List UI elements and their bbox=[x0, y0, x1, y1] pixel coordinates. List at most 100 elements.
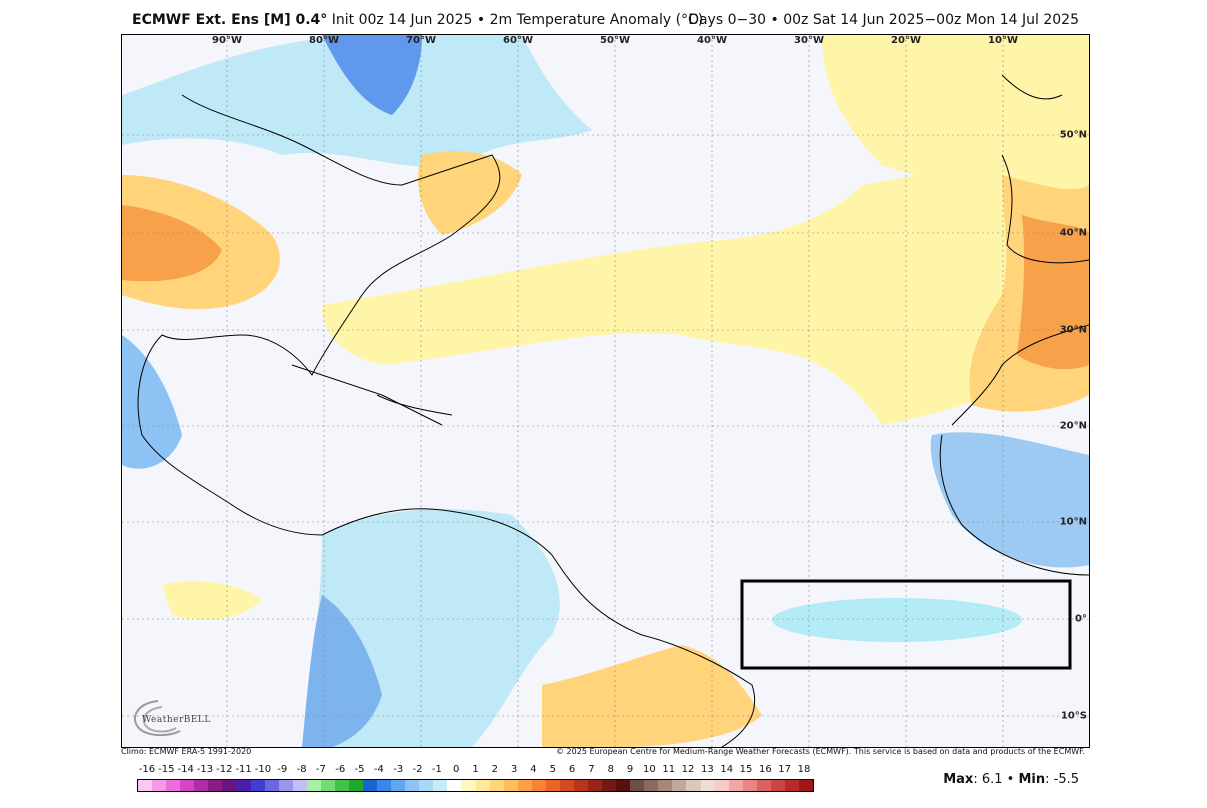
colorbar-tick-label: 14 bbox=[720, 764, 734, 775]
colorbar-swatch bbox=[602, 780, 617, 791]
warm-anomaly-atlantic bbox=[322, 145, 1089, 425]
period-days: Days 0−30 bbox=[688, 12, 767, 28]
colorbar-tick-label: 4 bbox=[530, 764, 537, 775]
colorbar-swatch bbox=[770, 780, 785, 791]
lon-label-60w: 60°W bbox=[503, 35, 533, 46]
colorbar-tick-label: 16 bbox=[758, 764, 772, 775]
cold-anomaly-mexico bbox=[122, 335, 182, 469]
colorbar-tick-label: 1 bbox=[472, 764, 479, 775]
colorbar-swatch bbox=[320, 780, 335, 791]
lon-label-90w: 90°W bbox=[212, 35, 242, 46]
cool-anomaly-equatorial bbox=[772, 598, 1022, 642]
colorbar bbox=[137, 779, 814, 792]
colorbar-swatch bbox=[194, 780, 209, 791]
colorbar-tick-label: 11 bbox=[662, 764, 676, 775]
colorbar-tick-label: 0 bbox=[452, 764, 460, 775]
colorbar-swatch bbox=[363, 780, 378, 791]
coast-north-america bbox=[137, 94, 501, 536]
logo-text: WeatherBELL bbox=[142, 715, 211, 725]
colorbar-tick-label: 9 bbox=[626, 764, 634, 775]
warm-anomaly-labrador bbox=[418, 151, 522, 235]
lon-label-40w: 40°W bbox=[697, 35, 727, 46]
max-min-stats: Max: 6.1 • Min: -5.5 bbox=[943, 772, 1079, 787]
colorbar-tick-label: -7 bbox=[315, 764, 326, 775]
colorbar-swatch bbox=[588, 780, 603, 791]
colorbar-swatch bbox=[222, 780, 237, 791]
colorbar-swatch bbox=[348, 780, 363, 791]
colorbar-swatch bbox=[377, 780, 392, 791]
colorbar-swatch bbox=[405, 780, 420, 791]
colorbar-swatch bbox=[138, 780, 153, 791]
colorbar-swatch bbox=[475, 780, 490, 791]
lat-label-40n: 40°N bbox=[1059, 227, 1087, 239]
max-value: : 6.1 bbox=[973, 772, 1003, 787]
colorbar-swatch bbox=[644, 780, 659, 791]
colorbar-tick-label: -8 bbox=[296, 764, 307, 775]
colorbar-swatch bbox=[461, 780, 476, 791]
colorbar-swatch bbox=[714, 780, 729, 791]
colorbar-swatch bbox=[166, 780, 181, 791]
highlight-box bbox=[740, 579, 1072, 670]
colorbar-swatch bbox=[742, 780, 757, 791]
colorbar-swatch bbox=[517, 780, 532, 791]
colorbar-tick-label: 17 bbox=[778, 764, 792, 775]
max-label: Max bbox=[943, 772, 974, 787]
colorbar-swatch bbox=[728, 780, 743, 791]
colorbar-swatch bbox=[686, 780, 701, 791]
colorbar-tick-label: -14 bbox=[177, 764, 194, 775]
colorbar-swatch bbox=[419, 780, 434, 791]
lat-label-50n: 50°N bbox=[1059, 129, 1087, 141]
lat-label-equator: 0° bbox=[1075, 613, 1087, 625]
min-label: Min bbox=[1018, 772, 1046, 787]
lon-label-70w: 70°W bbox=[406, 35, 436, 46]
degree-mark: ° bbox=[320, 12, 328, 28]
colorbar-swatch bbox=[292, 780, 307, 791]
colorbar-tick-label: 10 bbox=[643, 764, 656, 775]
warm-anomaly-brazil bbox=[542, 645, 762, 747]
coast-british-isles bbox=[1001, 74, 1063, 100]
colorbar-tick-label: -11 bbox=[235, 764, 252, 775]
valid-range: 00z Sat 14 Jun 2025−00z Mon 14 Jul 2025 bbox=[783, 12, 1079, 28]
min-value: : -5.5 bbox=[1045, 772, 1079, 787]
lat-label-20n: 20°N bbox=[1059, 420, 1087, 432]
field-name: 2m Temperature Anomaly (°C) bbox=[489, 12, 704, 28]
colorbar-swatch bbox=[236, 780, 251, 791]
colorbar-swatch bbox=[616, 780, 631, 791]
colorbar-tick-label: -12 bbox=[216, 764, 233, 775]
coast-south-america bbox=[321, 508, 756, 747]
colorbar-tick-label: 13 bbox=[701, 764, 714, 775]
lon-label-50w: 50°W bbox=[600, 35, 630, 46]
colorbar-swatch bbox=[503, 780, 518, 791]
lon-label-80w: 80°W bbox=[309, 35, 339, 46]
hot-anomaly-central-us bbox=[122, 205, 222, 282]
colorbar-swatch bbox=[152, 780, 167, 791]
colorbar-swatch bbox=[180, 780, 195, 791]
colorbar-tick-label: 12 bbox=[681, 764, 695, 775]
copyright-note: © 2025 European Centre for Medium-Range … bbox=[556, 747, 1085, 756]
lon-label-20w: 20°W bbox=[891, 35, 921, 46]
colorbar-tick-label: -3 bbox=[393, 764, 404, 775]
colorbar-swatch bbox=[489, 780, 504, 791]
colorbar-swatch bbox=[630, 780, 645, 791]
coast-gulf bbox=[291, 364, 443, 426]
colorbar-tick-label: -2 bbox=[412, 764, 423, 775]
colorbar-swatch bbox=[264, 780, 279, 791]
colorbar-swatch bbox=[447, 780, 462, 791]
colorbar-labels: -16 -15 -14 -13 -12 -11 -10 -9 -8 -7 -6 -5 -4 -3 -2 -1 0… bbox=[137, 764, 814, 778]
cool-anomaly-canada bbox=[122, 35, 592, 168]
colorbar-tick-label: 6 bbox=[568, 764, 576, 775]
colorbar-tick-label: -6 bbox=[335, 764, 346, 775]
colorbar-tick-label: -1 bbox=[431, 764, 442, 775]
colorbar-swatch bbox=[531, 780, 546, 791]
graticule bbox=[122, 35, 1089, 747]
period-bullet: • bbox=[770, 12, 779, 28]
lat-label-10n: 10°N bbox=[1059, 516, 1087, 528]
colorbar-swatch bbox=[559, 780, 574, 791]
colorbar-tick-label: 18 bbox=[797, 764, 811, 775]
colorbar-tick-label: 15 bbox=[739, 764, 753, 775]
colorbar-tick-label: 5 bbox=[549, 764, 556, 775]
colorbar-tick-label: -16 bbox=[138, 764, 156, 775]
colorbar-swatch bbox=[672, 780, 687, 791]
map-canvas bbox=[122, 35, 1089, 747]
colorbar-swatch bbox=[306, 780, 321, 791]
